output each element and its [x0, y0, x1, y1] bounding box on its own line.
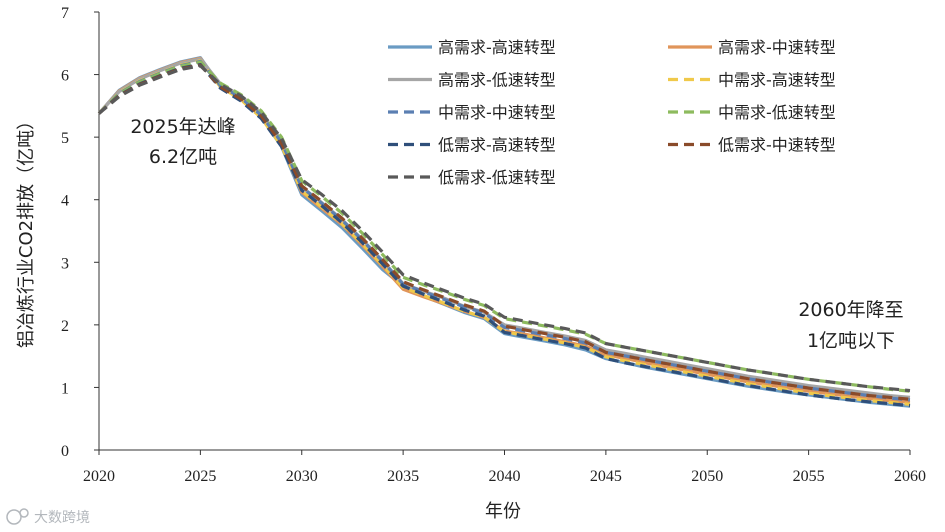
- series-line: [97, 63, 911, 401]
- legend-label: 中需求-中速转型: [438, 103, 556, 122]
- legend-label: 中需求-高速转型: [718, 71, 836, 90]
- watermark: 大数跨境: [6, 508, 90, 526]
- y-tick-label: 3: [61, 255, 69, 272]
- x-tick-label: 2035: [387, 468, 419, 485]
- x-axis-title: 年份: [485, 501, 521, 522]
- legend-label: 低需求-中速转型: [718, 136, 836, 155]
- y-tick-label: 1: [61, 380, 69, 397]
- x-tick-label: 2040: [489, 468, 521, 485]
- x-tick-label: 2030: [286, 468, 318, 485]
- peak-annotation-line2: 6.2亿吨: [149, 146, 217, 168]
- y-tick-label: 2: [61, 318, 69, 335]
- y-tick-label: 6: [61, 68, 69, 85]
- y-tick-label: 4: [61, 193, 69, 210]
- legend-label: 中需求-低速转型: [718, 103, 836, 122]
- x-tick-label: 2045: [590, 468, 622, 485]
- axes-layer: 0 1 2 3 4 5 6 7 2020 2025 2030 2035 2040 2045 2050 2055…: [61, 5, 926, 485]
- target-annotation-line2: 1亿吨以下: [807, 330, 895, 352]
- watermark-logo-icon: [6, 509, 22, 525]
- x-tick-label: 2020: [83, 468, 115, 485]
- y-tick-label: 7: [61, 5, 69, 22]
- series-line: [97, 60, 911, 393]
- legend-label: 高需求-高速转型: [438, 38, 556, 57]
- x-tick-label: 2050: [691, 468, 723, 485]
- legend-label: 高需求-中速转型: [718, 38, 836, 57]
- series-line: [97, 64, 911, 393]
- x-tick-label: 2055: [793, 468, 825, 485]
- target-annotation: 2060年降至 1亿吨以下: [798, 299, 903, 352]
- x-tick-label: 2060: [894, 468, 926, 485]
- legend-label: 低需求-低速转型: [438, 168, 556, 187]
- watermark-logo-icon-dot: [19, 508, 29, 518]
- peak-annotation-line1: 2025年达峰: [130, 116, 235, 138]
- peak-annotation: 2025年达峰 6.2亿吨: [130, 116, 235, 168]
- series-layer: [97, 56, 911, 408]
- y-tick-label: 0: [61, 443, 69, 460]
- x-tick-label: 2025: [184, 468, 216, 485]
- legend-label: 高需求-低速转型: [438, 71, 556, 90]
- legend-label: 低需求-高速转型: [438, 136, 556, 155]
- watermark-text: 大数跨境: [34, 510, 90, 526]
- y-axis-title: 铝冶炼行业CO2排放（亿吨）: [16, 112, 37, 348]
- target-annotation-line1: 2060年降至: [798, 299, 903, 321]
- y-tick-label: 5: [61, 130, 69, 147]
